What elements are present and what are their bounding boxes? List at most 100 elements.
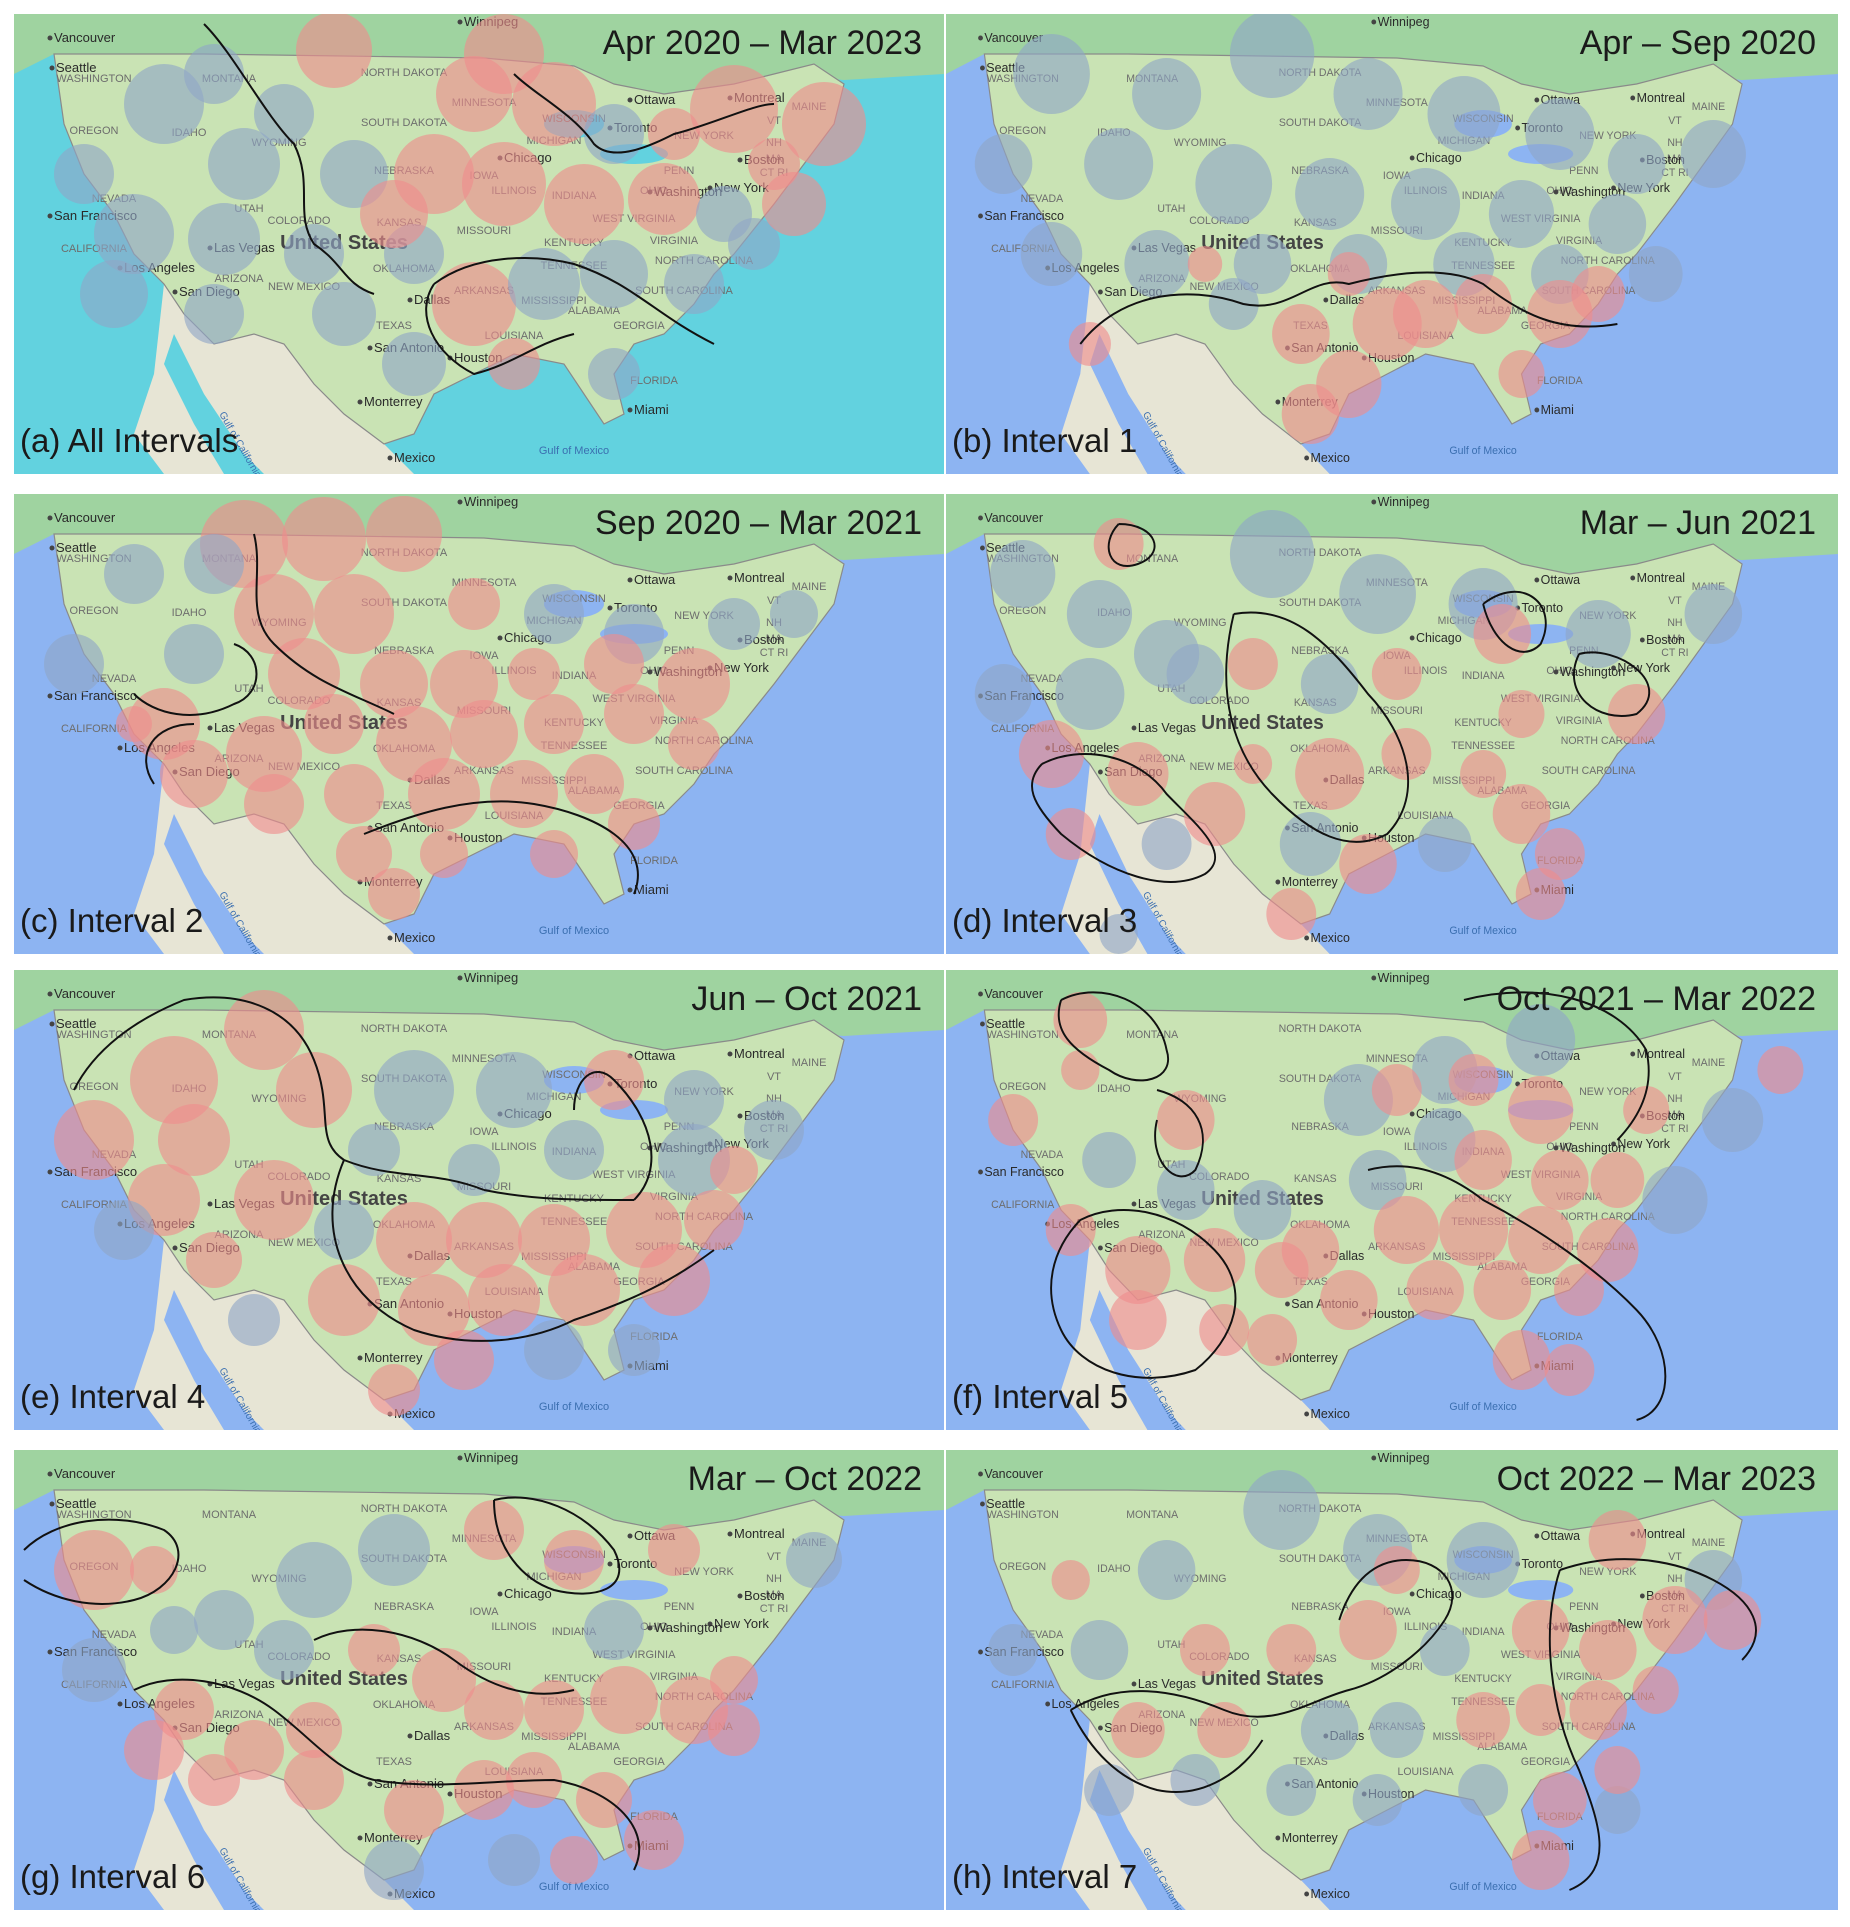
- coldspot-circle: [1266, 1764, 1317, 1816]
- hotspot-circle: [284, 1750, 344, 1810]
- state-label: NEBRASKA: [1291, 645, 1349, 657]
- state-label: WASHINGTON: [56, 1029, 131, 1041]
- hotspot-circle: [234, 1160, 314, 1240]
- state-label: PENN: [1569, 165, 1598, 177]
- state-label: UTAH: [1157, 203, 1185, 215]
- coldspot-circle: [1458, 1764, 1509, 1816]
- state-label: WASHINGTON: [987, 1509, 1059, 1521]
- city-label: Seattle: [56, 540, 96, 555]
- city-label: Montreal: [1637, 570, 1685, 585]
- hotspot-circle: [508, 648, 560, 700]
- state-label: WASHINGTON: [987, 1029, 1059, 1041]
- date-range-label: Oct 2022 – Mar 2023: [1496, 1460, 1816, 1498]
- state-label: WASHINGTON: [56, 1509, 131, 1521]
- map-panel-e: WASHINGTONOREGONCALIFORNIANEVADAIDAHOMON…: [14, 970, 944, 1430]
- city-label: Ottawa: [634, 572, 676, 587]
- hotspot-circle: [464, 1680, 524, 1740]
- city-label: Seattle: [56, 60, 96, 75]
- hotspot-circle: [988, 1094, 1039, 1146]
- state-label: WEST VIRGINIA: [593, 1169, 677, 1181]
- city-label: Toronto: [614, 1556, 657, 1571]
- city-marker: [357, 1355, 363, 1361]
- city-label: Houston: [1368, 1306, 1414, 1321]
- state-label: NEVADA: [1021, 193, 1064, 205]
- state-label: MAINE: [1692, 1057, 1725, 1069]
- state-label: ALABAMA: [568, 1741, 621, 1753]
- state-label: UTAH: [1157, 1639, 1185, 1651]
- state-label: MA: [766, 1589, 783, 1601]
- city-label: Vancouver: [984, 510, 1043, 525]
- state-label: FLORIDA: [1537, 1331, 1583, 1343]
- coldspot-circle: [1352, 1774, 1403, 1826]
- city-marker: [1515, 125, 1521, 131]
- coldspot-circle: [1233, 1180, 1292, 1240]
- hotspot-circle: [1531, 1150, 1589, 1210]
- hotspot-circle: [548, 1254, 620, 1326]
- hand-drawn-contour: [1154, 1089, 1204, 1178]
- hotspot-circle: [1061, 1050, 1100, 1090]
- state-label: SOUTH DAKOTA: [1279, 1553, 1362, 1565]
- date-range-label: Mar – Jun 2021: [1579, 504, 1816, 542]
- city-label: Mexico: [1310, 930, 1349, 945]
- coldspot-circle: [104, 544, 164, 604]
- hotspot-circle: [1183, 782, 1246, 846]
- city-label: Montreal: [734, 570, 785, 585]
- city-marker: [1611, 1141, 1616, 1147]
- hotspot-circle: [116, 706, 152, 742]
- hotspot-circle: [1623, 1086, 1670, 1134]
- state-label: VT: [1668, 1071, 1682, 1083]
- city-marker: [978, 515, 983, 521]
- gulf-of-california-water: [1089, 814, 1186, 954]
- state-label: SOUTH CAROLINA: [1542, 765, 1636, 777]
- coldspot-circle: [1427, 76, 1501, 152]
- coldspot-circle: [508, 248, 580, 320]
- date-range-label: Mar – Oct 2022: [687, 1460, 922, 1498]
- city-label: New York: [1617, 1136, 1670, 1151]
- city-label: Winnipeg: [464, 970, 518, 985]
- state-label: CT RI: [1661, 1123, 1688, 1135]
- state-label: UTAH: [234, 683, 263, 695]
- hotspot-circle: [348, 1624, 400, 1676]
- state-label: MONTANA: [1126, 1509, 1179, 1521]
- hand-drawn-contour: [373, 1778, 641, 1871]
- state-label: OREGON: [70, 605, 119, 617]
- coldspot-circle: [448, 1144, 500, 1196]
- coldspot-circle: [1013, 34, 1090, 114]
- coldspot-circle: [184, 284, 244, 344]
- hotspot-circle: [234, 574, 314, 654]
- city-marker: [1098, 1245, 1103, 1251]
- map-panel-f: WASHINGTON OREGON CALIFORNIA NEVADA IDAHO MON…: [946, 970, 1838, 1430]
- coldspot-circle: [1333, 58, 1403, 130]
- city-label: Seattle: [986, 1016, 1025, 1031]
- state-label: CALIFORNIA: [991, 1679, 1055, 1691]
- hotspot-circle: [1577, 1218, 1639, 1282]
- canada-land: [946, 494, 1838, 574]
- hotspot-circle: [524, 694, 584, 754]
- coldspot-circle: [524, 1320, 584, 1380]
- hotspot-circle: [1594, 1746, 1641, 1794]
- city-label: Las Vegas: [1138, 1676, 1196, 1691]
- city-label: Chicago: [1416, 630, 1462, 645]
- canada-land: [946, 1450, 1838, 1530]
- city-marker: [457, 975, 463, 981]
- hotspot-circle: [1272, 304, 1330, 364]
- city-marker: [737, 157, 743, 163]
- gulf-of-mexico-label: Gulf of Mexico: [539, 1401, 609, 1413]
- state-label: MISSOURI: [457, 225, 511, 237]
- hotspot-circle: [524, 1680, 584, 1740]
- state-label: NEW YORK: [1579, 1086, 1637, 1098]
- hotspot-circle: [1109, 1290, 1167, 1350]
- state-label: MAINE: [1692, 1537, 1725, 1549]
- hand-drawn-contour: [1573, 651, 1651, 717]
- hotspot-circle: [1381, 728, 1432, 780]
- city-label: Vancouver: [54, 30, 116, 45]
- map-panel-b: WASHINGTONOREGONCALIFORNIANEVADAIDAHOMON…: [946, 14, 1838, 474]
- hand-drawn-contour: [483, 1189, 635, 1201]
- hotspot-circle: [584, 634, 644, 694]
- coldspot-circle: [1170, 1754, 1221, 1806]
- state-label: IDAHO: [172, 1563, 207, 1575]
- coldspot-circle: [276, 1542, 352, 1618]
- state-label: IOWA: [470, 1606, 500, 1618]
- city-marker: [457, 1455, 463, 1461]
- city-marker: [367, 1781, 373, 1787]
